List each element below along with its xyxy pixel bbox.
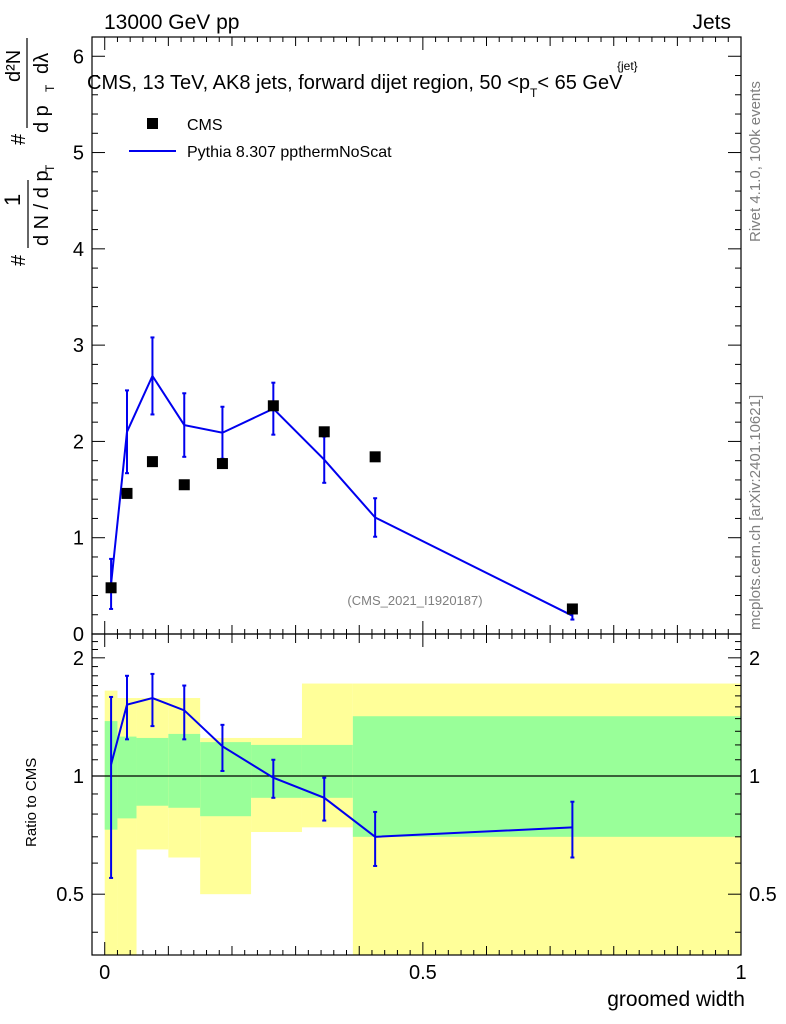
band-inner-bin-5 (251, 744, 302, 798)
header-left: 13000 GeV pp (104, 11, 239, 34)
data-point (105, 582, 117, 594)
ylabel-d2n: d²N (3, 50, 25, 82)
ratio-panel-frame (91, 633, 742, 956)
title-sub: T (530, 86, 538, 100)
legend: CMS Pythia 8.307 ppthermNoScat (129, 117, 392, 161)
main-y-axis-label: # 1 d N / d p T # d²N d p T dλ (0, 38, 57, 266)
data-point (369, 451, 381, 463)
title-sup: {jet} (617, 59, 638, 73)
title-p: p (519, 72, 530, 94)
mc-line (110, 373, 573, 617)
x-axis-label: groomed width (607, 988, 745, 1011)
ratio-y-tick-label-right: 2 (749, 648, 760, 670)
main-y-tick-label: 2 (73, 431, 84, 453)
main-y-tick-label: 1 (73, 528, 84, 550)
x-tick-label: 1 (735, 962, 746, 984)
mcplots-label: mcplots.cern.ch [arXiv:2401.10621] (747, 395, 764, 630)
data-point (146, 456, 158, 468)
data-point (267, 400, 279, 412)
main-y-tick-label: 0 (73, 624, 84, 646)
ylabel-dn-dpt: d N / d p (31, 170, 53, 246)
svg-text:CMS, 13 TeV, AK8 jets, forward: CMS, 13 TeV, AK8 jets, forward dijet reg… (87, 72, 623, 100)
ylabel-hash-2: # (8, 133, 30, 145)
header-right: Jets (692, 11, 731, 34)
legend-marker-cms (147, 118, 158, 129)
ylabel-dpt: d p (31, 105, 53, 133)
legend-label-pythia: Pythia 8.307 ppthermNoScat (187, 144, 392, 161)
ratio-y-tick-label: 2 (73, 648, 84, 670)
x-tick-label: 0 (99, 962, 110, 984)
band-inner-bin-3 (168, 733, 201, 808)
ratio-y-tick-label-right: 0.5 (749, 884, 777, 906)
analysis-watermark: (CMS_2021_I1920187) (347, 593, 482, 608)
band-inner-bin-6 (301, 744, 353, 798)
band-inner-bin-1 (117, 736, 137, 819)
main-y-tick-label: 5 (73, 143, 84, 165)
ylabel-T-1: T (43, 164, 57, 172)
main-y-tick-label: 6 (73, 46, 84, 68)
band-inner-bin-2 (136, 737, 169, 806)
main-y-tick-label: 3 (73, 335, 84, 357)
plot-title: CMS, 13 TeV, AK8 jets, forward dijet reg… (87, 59, 638, 100)
ylabel-T-2: T (43, 84, 57, 92)
band-inner-bin-4 (200, 742, 252, 817)
data-point (566, 603, 578, 615)
data-point (178, 479, 190, 491)
x-tick-label: 0.5 (409, 962, 437, 984)
data-point (216, 458, 228, 470)
ylabel-hash-1: # (8, 254, 30, 266)
ratio-y-axis-label: Ratio to CMS (23, 758, 40, 847)
title-pre: CMS, 13 TeV, AK8 jets, forward dijet reg… (87, 72, 519, 94)
ylabel-one: 1 (0, 194, 25, 206)
ratio-y-tick-label: 1 (73, 766, 84, 788)
title-post: < 65 GeV (537, 72, 623, 94)
ylabel-dlambda: dλ (31, 53, 53, 74)
ratio-y-tick-label-right: 1 (749, 766, 760, 788)
data-point (318, 426, 330, 438)
ratio-y-tick-label: 0.5 (56, 884, 84, 906)
main-y-tick-label: 4 (73, 239, 84, 261)
rivet-label: Rivet 4.1.0, 100k events (747, 81, 764, 242)
data-point (121, 487, 133, 499)
legend-label-cms: CMS (187, 117, 223, 134)
